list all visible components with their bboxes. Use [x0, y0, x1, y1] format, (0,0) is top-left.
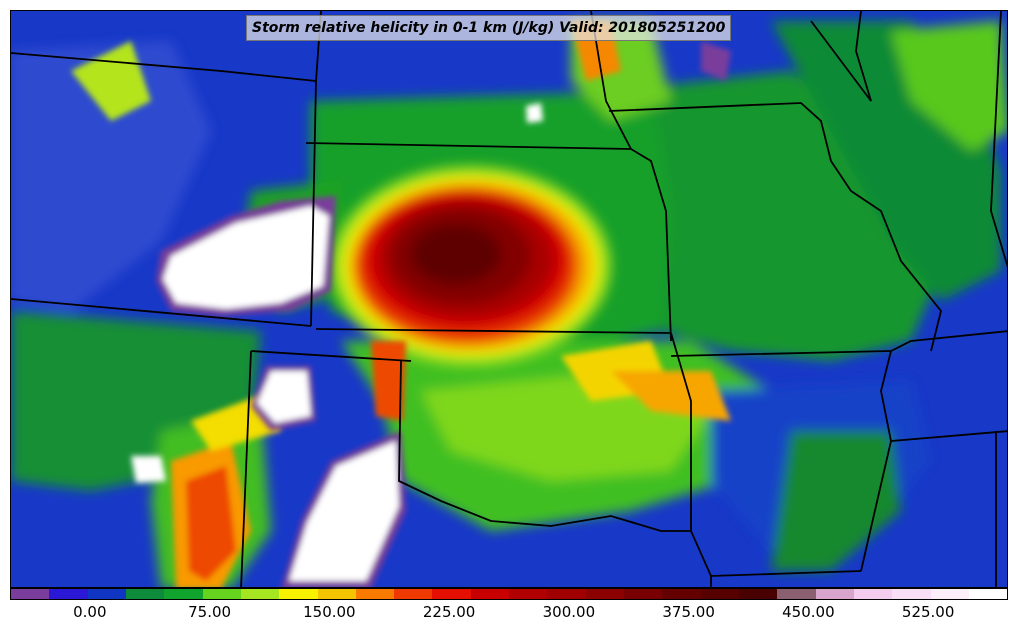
colorbar-tick-label: 225.00	[422, 603, 476, 621]
colorbar-segment	[125, 589, 165, 599]
colorbar-tick-label: 450.00	[782, 603, 835, 621]
colorbar-ticks: 0.00 75.00 150.00 225.00 300.00 375.00 450.00 5…	[10, 600, 1008, 630]
colorbar-segment	[49, 589, 88, 599]
colorbar-segment	[470, 589, 510, 599]
colorbar-segment	[738, 589, 778, 599]
colorbar-segment	[815, 589, 854, 599]
high-helicity-rings	[331, 166, 611, 366]
white-regions	[131, 41, 731, 587]
colorbar-segment	[930, 589, 969, 599]
map-title: Storm relative helicity in 0-1 km (J/kg)…	[246, 15, 732, 41]
colorbar-segment	[164, 589, 203, 599]
colorbar-segment	[547, 589, 586, 599]
colorbar-segment	[432, 589, 471, 599]
colorbar-segment	[892, 589, 931, 599]
colorbar-tick-label: 525.00	[901, 603, 955, 621]
helicity-field	[11, 11, 1007, 587]
colorbar-segment	[968, 589, 1008, 599]
colorbar-segment	[853, 589, 893, 599]
colorbar-segment	[509, 589, 548, 599]
colorbar-tick-label: 300.00	[542, 603, 596, 621]
colorbar-segment	[355, 589, 395, 599]
colorbar-segment	[87, 589, 126, 599]
colorbar	[10, 588, 1008, 600]
colorbar-segment	[240, 589, 280, 599]
colorbar-segment	[279, 589, 318, 599]
colorbar-segment	[394, 589, 433, 599]
colorbar-segment	[585, 589, 624, 599]
colorbar-segment	[202, 589, 241, 599]
colorbar-segment	[624, 589, 663, 599]
colorbar-tick-label: 0.00	[73, 603, 107, 621]
colorbar-segment	[777, 589, 816, 599]
colorbar-tick-label: 150.00	[303, 603, 356, 621]
map-panel	[10, 10, 1008, 588]
colorbar-segment	[662, 589, 701, 599]
colorbar-segment	[11, 589, 50, 599]
state-borders	[11, 11, 1007, 587]
colorbar-segment	[317, 589, 356, 599]
colorbar-tick-label: 75.00	[188, 603, 232, 621]
colorbar-segment	[700, 589, 739, 599]
colorbar-tick-label: 375.00	[662, 603, 715, 621]
